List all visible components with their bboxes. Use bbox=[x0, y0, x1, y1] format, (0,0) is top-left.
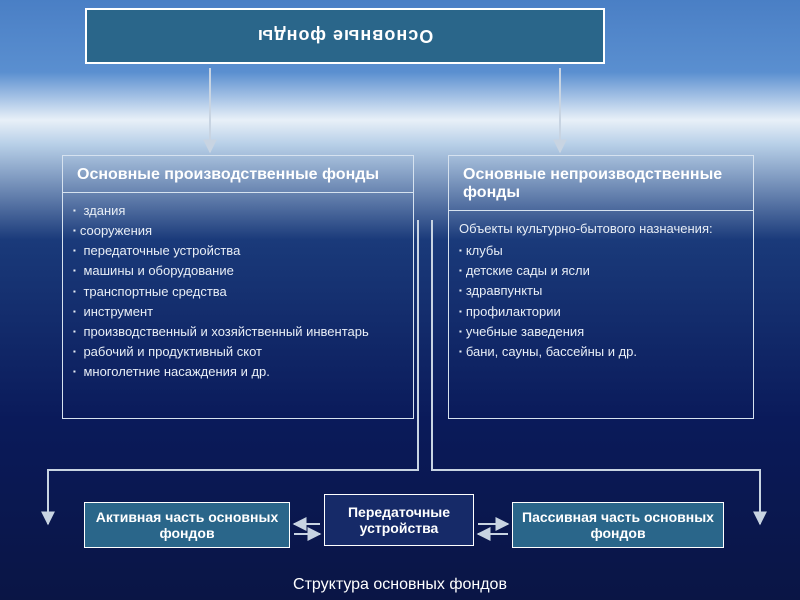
list-item: бани, сауны, бассейны и др. bbox=[459, 342, 745, 362]
active-part-label: Активная часть основных фондов bbox=[93, 509, 281, 541]
production-funds-card: Основные производственные фонды зданиясо… bbox=[62, 155, 414, 419]
passive-part-label: Пассивная часть основных фондов bbox=[521, 509, 715, 541]
list-item: клубы bbox=[459, 241, 745, 261]
list-item: здравпункты bbox=[459, 281, 745, 301]
production-funds-list: зданиясооружения передаточные устройства… bbox=[73, 201, 405, 382]
nonproduction-funds-body: Объекты культурно-бытового назначения: к… bbox=[449, 211, 753, 370]
list-item: инструмент bbox=[73, 302, 405, 322]
nonproduction-funds-title: Основные непроизводственные фонды bbox=[449, 156, 753, 211]
main-title-box: Основные фонды bbox=[85, 8, 605, 64]
list-item: рабочий и продуктивный скот bbox=[73, 342, 405, 362]
list-item: детские сады и ясли bbox=[459, 261, 745, 281]
list-item: профилактории bbox=[459, 302, 745, 322]
list-item: передаточные устройства bbox=[73, 241, 405, 261]
passive-part-box: Пассивная часть основных фондов bbox=[512, 502, 724, 548]
list-item: сооружения bbox=[73, 221, 405, 241]
nonproduction-funds-list: клубыдетские сады и яслиздравпунктыпрофи… bbox=[459, 241, 745, 362]
main-title: Основные фонды bbox=[257, 26, 433, 47]
transmission-devices-label: Передаточные устройства bbox=[333, 504, 465, 536]
active-part-box: Активная часть основных фондов bbox=[84, 502, 290, 548]
list-item: транспортные средства bbox=[73, 282, 405, 302]
list-item: машины и оборудование bbox=[73, 261, 405, 281]
footer-caption: Структура основных фондов bbox=[0, 576, 800, 594]
production-funds-title: Основные производственные фонды bbox=[63, 156, 413, 193]
transmission-devices-box: Передаточные устройства bbox=[324, 494, 474, 546]
list-item: учебные заведения bbox=[459, 322, 745, 342]
list-item: здания bbox=[73, 201, 405, 221]
nonproduction-lead: Объекты культурно-бытового назначения: bbox=[459, 219, 745, 239]
nonproduction-funds-card: Основные непроизводственные фонды Объект… bbox=[448, 155, 754, 419]
list-item: производственный и хозяйственный инвента… bbox=[73, 322, 405, 342]
production-funds-body: зданиясооружения передаточные устройства… bbox=[63, 193, 413, 390]
list-item: многолетние насаждения и др. bbox=[73, 362, 405, 382]
